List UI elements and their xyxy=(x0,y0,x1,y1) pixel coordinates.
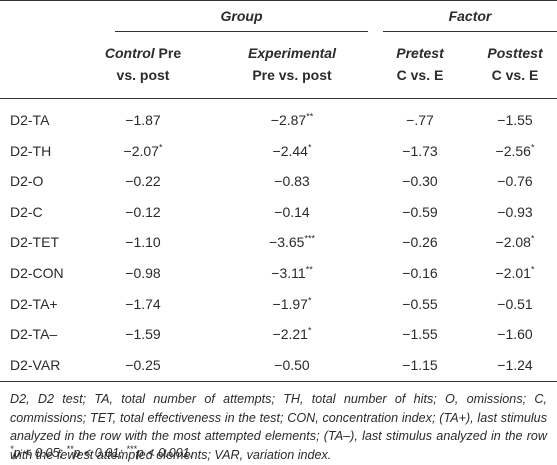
cell: −1.24 xyxy=(497,356,533,373)
cell: −0.51 xyxy=(497,295,533,312)
significance-note: *p < 0.05; **p < 0.01; ***p < 0.001. xyxy=(10,443,194,460)
column-header: Control Pre vs. post xyxy=(73,42,213,86)
cell: −2.07* xyxy=(123,141,163,159)
rule xyxy=(0,381,557,382)
row-label: D2-CON xyxy=(10,265,64,281)
header-line: C vs. E xyxy=(491,67,539,83)
header-line: Pre vs. post xyxy=(252,67,332,83)
header-emphasis: Pretest xyxy=(396,45,444,61)
header-emphasis: Posttest xyxy=(487,45,543,61)
row-label: D2-TA xyxy=(10,112,50,128)
header-line: Experimental xyxy=(222,42,362,64)
cell: −1.10 xyxy=(125,234,161,251)
row-label: D2-C xyxy=(10,203,43,220)
cell: −0.14 xyxy=(274,203,310,220)
column-header: Posttest C vs. E xyxy=(445,42,557,86)
row-label: D2-TH xyxy=(10,142,52,159)
cell: −2.44* xyxy=(272,141,312,159)
cell: −2.56* xyxy=(495,141,535,159)
cell: −1.87 xyxy=(125,112,161,128)
cell: −0.50 xyxy=(274,356,310,373)
header-line: Pretest xyxy=(350,42,490,64)
rule xyxy=(383,31,557,32)
cell: −.77 xyxy=(406,112,434,128)
header-text: Pre xyxy=(158,45,182,61)
header-emphasis: Experimental xyxy=(248,45,336,61)
cell: −2.08* xyxy=(495,233,535,251)
row-label: D2-VAR xyxy=(10,356,61,373)
cell: −0.98 xyxy=(125,265,161,281)
rule xyxy=(0,0,557,1)
cell: −1.73 xyxy=(402,142,438,159)
header-emphasis: Control xyxy=(104,45,155,61)
group-header: Factor xyxy=(448,8,492,24)
group-header: Group xyxy=(220,8,263,24)
row-label: D2-TA+ xyxy=(10,295,58,312)
cell: −0.12 xyxy=(125,203,161,220)
cell: −2.01* xyxy=(495,264,535,281)
cell: −0.93 xyxy=(497,203,533,220)
cell: −0.30 xyxy=(402,173,438,190)
cell: −1.60 xyxy=(497,326,533,343)
header-line: vs. post xyxy=(116,67,170,83)
cell: −0.26 xyxy=(402,234,438,251)
cell: −3.65*** xyxy=(269,233,315,251)
row-label: D2-O xyxy=(10,173,44,190)
footnote: D2, D2 test; TA, total number of attempt… xyxy=(10,392,547,462)
column-header: Pretest C vs. E xyxy=(350,42,490,86)
row-label: D2-TA– xyxy=(10,326,58,343)
cell: −0.59 xyxy=(402,203,438,220)
cell: −1.15 xyxy=(402,356,438,373)
cell: −0.76 xyxy=(497,173,533,190)
cell: −0.22 xyxy=(125,173,161,190)
cell: −1.59 xyxy=(125,326,161,343)
column-header: Experimental Pre vs. post xyxy=(222,42,362,86)
cell: −0.83 xyxy=(274,173,310,190)
cell: −3.11** xyxy=(271,264,313,281)
cell: −2.87** xyxy=(270,111,314,128)
header-line: Control Pre xyxy=(73,42,213,64)
header-line: Posttest xyxy=(445,42,557,64)
cell: −1.97* xyxy=(272,294,312,312)
cell: −1.74 xyxy=(125,295,161,312)
cell: −1.55 xyxy=(402,326,438,343)
header-line: C vs. E xyxy=(396,67,444,83)
cell: −0.16 xyxy=(402,265,438,281)
rule xyxy=(115,31,368,32)
cell: −1.55 xyxy=(497,112,533,128)
cell: −2.21* xyxy=(272,325,312,343)
cell: −0.55 xyxy=(402,295,438,312)
cell: −0.25 xyxy=(125,356,161,373)
row-label: D2-TET xyxy=(10,234,59,251)
rule xyxy=(0,98,557,99)
